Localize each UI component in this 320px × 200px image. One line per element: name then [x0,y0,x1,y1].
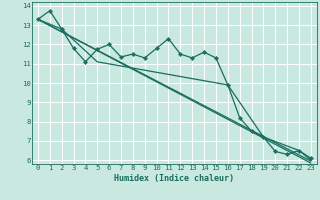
X-axis label: Humidex (Indice chaleur): Humidex (Indice chaleur) [115,174,234,183]
